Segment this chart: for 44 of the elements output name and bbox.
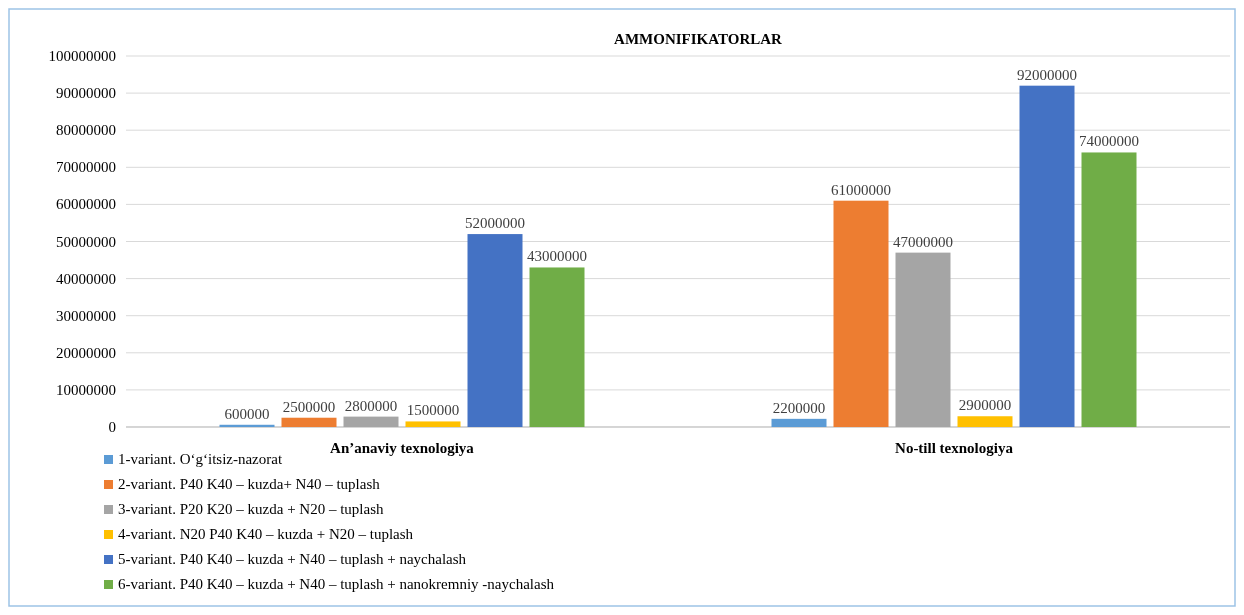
data-label: 61000000: [831, 181, 891, 198]
data-label: 74000000: [1079, 133, 1139, 150]
y-tick-label: 100000000: [48, 48, 116, 64]
data-label: 92000000: [1017, 66, 1077, 83]
legend-label: 1-variant. O‘g‘itsiz-nazorat: [118, 451, 283, 467]
data-label: 2900000: [958, 397, 1012, 414]
bar: [467, 234, 523, 427]
y-tick-label: 10000000: [56, 381, 116, 398]
data-label: 2800000: [344, 397, 398, 414]
y-tick-label: 40000000: [56, 270, 116, 287]
y-tick-label: 20000000: [56, 344, 116, 361]
legend-label: 4-variant. N20 P40 K40 – kuzda + N20 – tuplash: [118, 526, 414, 542]
bar: [957, 416, 1013, 427]
bar: [529, 267, 585, 427]
data-label: 1500000: [406, 402, 460, 419]
y-tick-label: 90000000: [56, 85, 116, 102]
bar: [405, 421, 461, 427]
bar: [343, 416, 399, 427]
data-label: 47000000: [893, 233, 953, 250]
legend-label: 5-variant. P40 K40 – kuzda + N40 – tuplash + naychalash: [118, 551, 467, 567]
data-label: 2500000: [282, 398, 336, 415]
bar: [281, 417, 337, 427]
y-tick-label: 30000000: [56, 307, 116, 324]
legend-label: 3-variant. P20 K20 – kuzda + N20 – tuplash: [118, 501, 384, 517]
chart-title: AMMONIFIKATORLAR: [614, 31, 783, 47]
bar: [895, 252, 951, 427]
legend-label: 2-variant. P40 K40 – kuzda+ N40 – tuplash: [118, 476, 381, 492]
bar: [833, 200, 889, 427]
y-tick-label: 0: [108, 419, 116, 435]
y-tick-label: 80000000: [56, 122, 116, 139]
x-tick-label: An’anaviy texnologiya: [330, 440, 475, 456]
legend-label: 6-variant. P40 K40 – kuzda + N40 – tuplash + nanokremniy -naychalash: [118, 576, 555, 592]
y-tick-label: 50000000: [56, 233, 116, 250]
data-label: 2200000: [772, 399, 826, 416]
bar: [771, 418, 827, 427]
bar: [219, 424, 275, 427]
x-tick-label: No-till texnologiya: [895, 440, 1014, 456]
y-tick-label: 70000000: [56, 159, 116, 176]
bar: [1019, 85, 1075, 427]
bar: [1081, 152, 1137, 427]
data-label: 43000000: [527, 248, 587, 265]
y-tick-label: 60000000: [56, 196, 116, 213]
data-label: 600000: [224, 405, 270, 422]
data-label: 52000000: [465, 215, 525, 232]
